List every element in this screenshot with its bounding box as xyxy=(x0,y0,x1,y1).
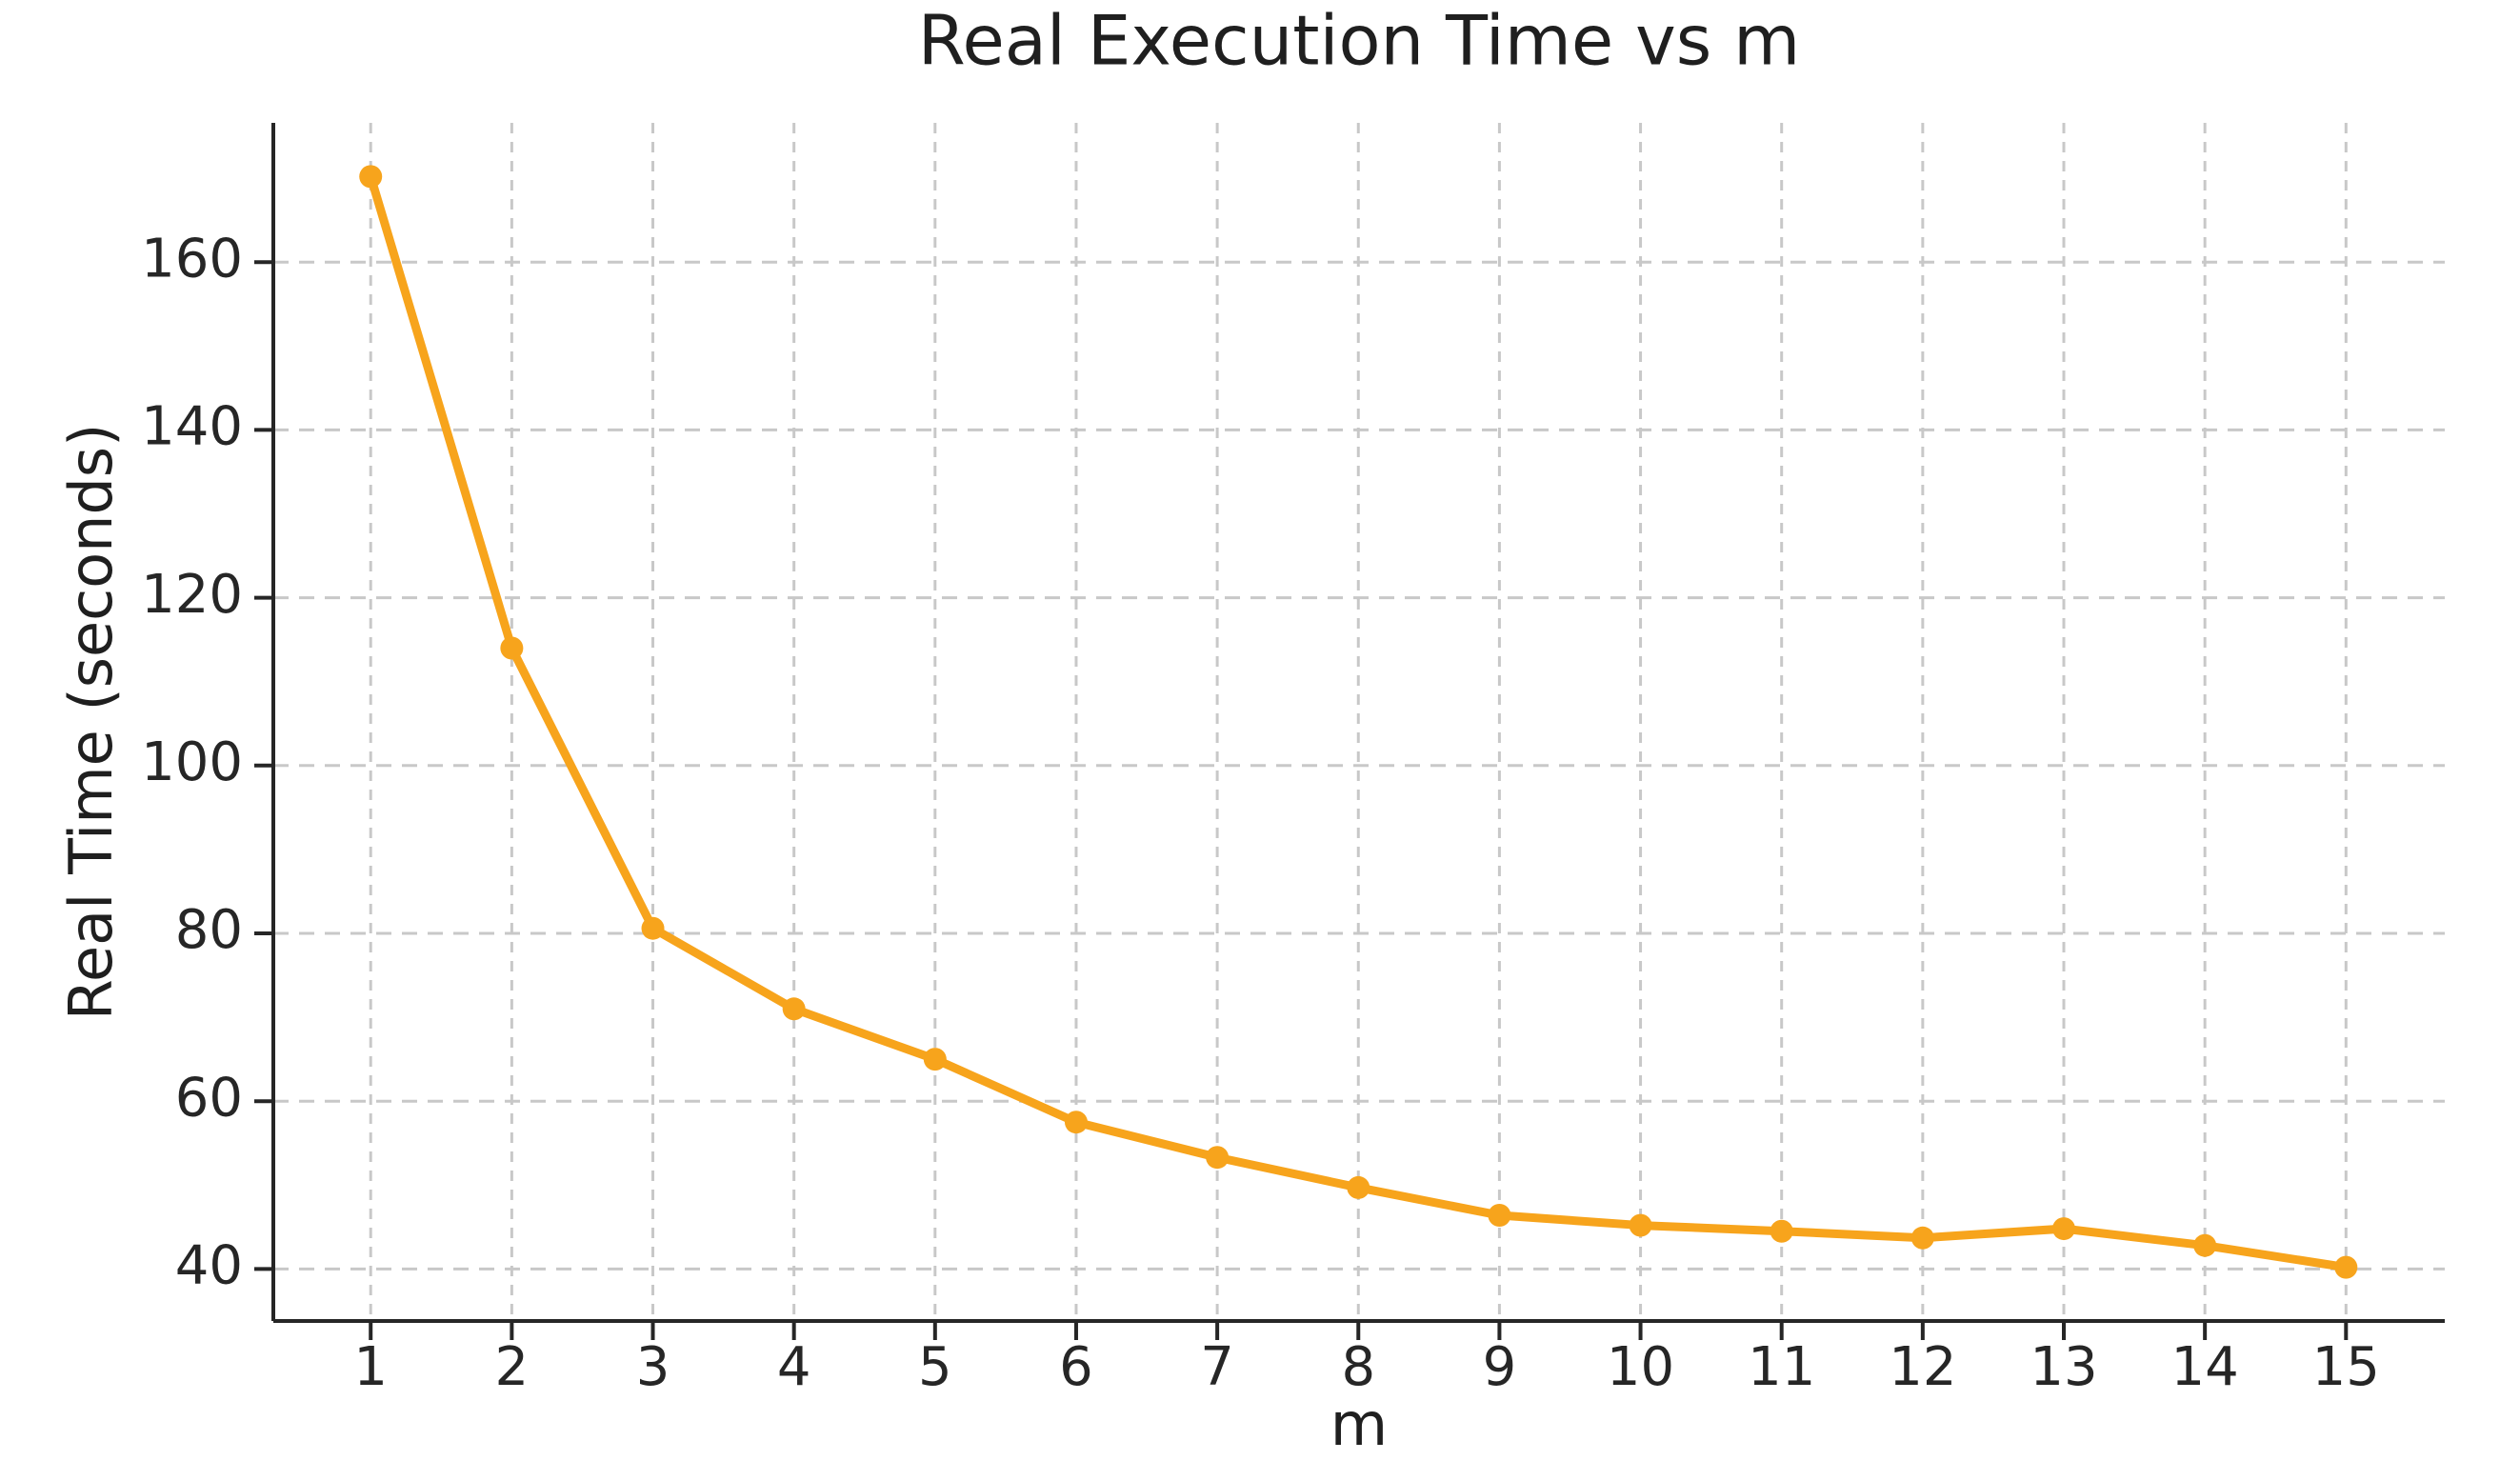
x-tick-label-13: 13 xyxy=(2030,1336,2097,1398)
data-point-m-4 xyxy=(782,997,806,1021)
x-tick-label-11: 11 xyxy=(1748,1336,1815,1398)
x-tick-label-10: 10 xyxy=(1607,1336,1674,1398)
y-tick-label-80: 80 xyxy=(175,899,243,961)
data-point-m-15 xyxy=(2334,1255,2358,1279)
y-axis-label: Real Time (seconds) xyxy=(56,424,126,1021)
y-tick-label-60: 60 xyxy=(175,1067,243,1129)
data-point-m-11 xyxy=(1770,1219,1793,1243)
axes xyxy=(254,123,2445,1340)
data-point-m-5 xyxy=(923,1048,947,1071)
data-point-m-14 xyxy=(2193,1233,2217,1257)
gridlines xyxy=(273,123,2445,1321)
x-tick-label-7: 7 xyxy=(1200,1336,1234,1398)
data-point-m-13 xyxy=(2052,1217,2075,1241)
data-point-m-7 xyxy=(1206,1146,1230,1170)
data-point-m-9 xyxy=(1488,1204,1511,1227)
x-tick-label-9: 9 xyxy=(1483,1336,1517,1398)
y-tick-label-40: 40 xyxy=(175,1235,243,1297)
x-tick-label-14: 14 xyxy=(2171,1336,2239,1398)
y-tick-label-100: 100 xyxy=(141,731,243,793)
data-point-m-12 xyxy=(1910,1226,1934,1250)
y-tick-label-120: 120 xyxy=(141,564,243,626)
x-tick-label-12: 12 xyxy=(1889,1336,1956,1398)
y-tick-label-140: 140 xyxy=(141,396,243,458)
y-tick-label-160: 160 xyxy=(141,228,243,290)
data-point-m-1 xyxy=(359,165,383,189)
x-tick-label-8: 8 xyxy=(1341,1336,1375,1398)
x-tick-label-3: 3 xyxy=(636,1336,670,1398)
data-point-m-8 xyxy=(1347,1175,1370,1199)
chart-title: Real Execution Time vs m xyxy=(918,1,1801,81)
data-point-m-10 xyxy=(1629,1213,1652,1237)
x-tick-label-6: 6 xyxy=(1059,1336,1093,1398)
x-tick-label-4: 4 xyxy=(777,1336,811,1398)
data-point-m-3 xyxy=(641,916,665,940)
data-series-line xyxy=(359,165,2358,1279)
x-tick-label-2: 2 xyxy=(495,1336,530,1398)
x-tick-label-1: 1 xyxy=(353,1336,388,1398)
x-axis-label: m xyxy=(1330,1390,1388,1459)
data-point-m-2 xyxy=(500,636,524,660)
x-tick-label-15: 15 xyxy=(2312,1336,2380,1398)
data-point-m-6 xyxy=(1064,1111,1088,1134)
x-tick-label-5: 5 xyxy=(918,1336,952,1398)
